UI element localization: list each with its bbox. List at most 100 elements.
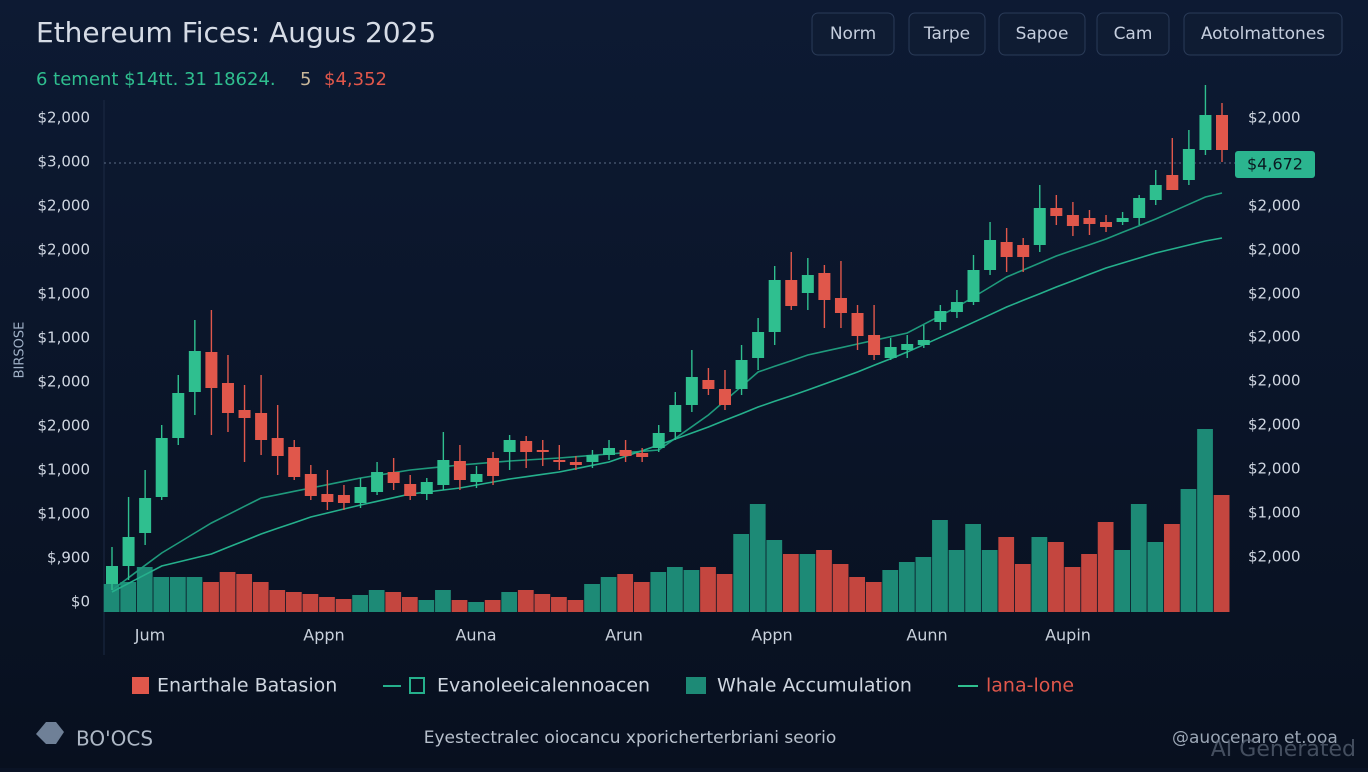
candle-body bbox=[934, 311, 947, 322]
price-tag-box bbox=[1235, 151, 1315, 178]
candle-body bbox=[785, 280, 798, 306]
volume-bar bbox=[120, 582, 137, 612]
volume-bar bbox=[832, 564, 849, 612]
right-axis-label: $1,000 bbox=[1248, 504, 1301, 522]
candle-body bbox=[371, 472, 384, 492]
toolbar-button[interactable]: Tarpe bbox=[908, 12, 986, 56]
candle-body bbox=[901, 344, 914, 350]
volume-bar bbox=[501, 592, 518, 612]
button-label: Tarpe bbox=[923, 24, 970, 44]
left-axis-label: $1,000 bbox=[38, 285, 91, 303]
volume-bar bbox=[335, 599, 352, 612]
left-axis-label: $1,000 bbox=[38, 505, 91, 523]
volume-bar bbox=[733, 534, 750, 612]
volume-bar bbox=[617, 574, 634, 612]
volume-bar bbox=[468, 602, 484, 612]
legend-label: lana-lone bbox=[986, 675, 1074, 697]
candle-body bbox=[1100, 222, 1113, 227]
candle-body bbox=[221, 383, 234, 413]
volume-bar bbox=[667, 567, 683, 612]
candle-body bbox=[834, 298, 847, 313]
candle-body bbox=[271, 438, 284, 456]
candle-body bbox=[304, 474, 317, 496]
volume-bar bbox=[567, 600, 584, 612]
volume-bar bbox=[981, 550, 998, 612]
candle-body bbox=[735, 360, 748, 389]
candle-body bbox=[1182, 149, 1195, 180]
moving-average bbox=[111, 192, 1223, 591]
button-frame bbox=[811, 12, 895, 56]
price-tag: $4,672 bbox=[1247, 155, 1303, 174]
candle-body bbox=[768, 280, 781, 332]
volume-bar bbox=[882, 570, 899, 612]
logo-icon bbox=[36, 722, 64, 744]
volume-bar bbox=[816, 550, 832, 612]
volume-bar bbox=[700, 567, 716, 612]
volume-bar bbox=[600, 577, 617, 612]
volume-bar bbox=[948, 550, 965, 612]
volume-bar bbox=[865, 582, 882, 612]
button-frame bbox=[908, 12, 986, 56]
left-axis-label: $2,000 bbox=[38, 241, 91, 259]
volume-bar bbox=[683, 570, 700, 612]
stat-text: 5 bbox=[300, 69, 311, 90]
candle-body bbox=[984, 240, 997, 270]
candle-body bbox=[619, 450, 632, 456]
volume-bar bbox=[965, 524, 981, 612]
volume-bar bbox=[136, 567, 153, 612]
x-axis-label: Auna bbox=[455, 626, 496, 645]
volume-bar bbox=[849, 577, 866, 612]
candle-body bbox=[437, 460, 450, 485]
toolbar-button[interactable]: Cam bbox=[1096, 12, 1170, 56]
volume-bar bbox=[368, 590, 385, 612]
right-axis-label: $2,000 bbox=[1248, 460, 1301, 478]
candle-body bbox=[1017, 245, 1030, 257]
volume-bar bbox=[153, 577, 170, 612]
volume-bar bbox=[203, 582, 219, 612]
volume-bar bbox=[1048, 542, 1064, 612]
candle-body bbox=[1133, 198, 1146, 218]
volume-bar bbox=[766, 540, 783, 612]
toolbar-button[interactable]: Sapoe bbox=[998, 12, 1086, 56]
candle-body bbox=[1066, 215, 1079, 226]
right-axis-label: $2,000 bbox=[1248, 372, 1301, 390]
candle-body bbox=[122, 537, 135, 566]
candle-body bbox=[818, 273, 831, 300]
volume-bar bbox=[352, 595, 368, 612]
legend-label: Evanoleeicalennoacen bbox=[437, 675, 650, 697]
candle-body bbox=[868, 335, 881, 355]
left-axis-label: $2,000 bbox=[38, 417, 91, 435]
stat-text: $4,352 bbox=[324, 69, 387, 90]
candle-body bbox=[420, 482, 433, 494]
toolbar-button[interactable]: Aotolmattones bbox=[1183, 12, 1343, 56]
candle-body bbox=[569, 462, 582, 465]
moving-average bbox=[111, 237, 1223, 593]
volume-bar bbox=[716, 574, 733, 612]
volume-bar bbox=[285, 592, 302, 612]
volume-bar bbox=[418, 600, 435, 612]
candle-body bbox=[586, 455, 599, 462]
volume-bar bbox=[633, 582, 650, 612]
toolbar-button[interactable]: Norm bbox=[811, 12, 895, 56]
y-axis-title: BIRSOSE bbox=[13, 322, 28, 379]
candle-body bbox=[1050, 208, 1063, 216]
candle-body bbox=[106, 566, 118, 584]
candle-body bbox=[685, 377, 698, 405]
candle-body bbox=[1000, 242, 1013, 257]
volume-bar bbox=[517, 590, 534, 612]
stat-text: 6 tement $14tt. 31 18624. bbox=[36, 69, 276, 90]
volume-bar bbox=[484, 600, 501, 612]
volume-bar bbox=[219, 572, 236, 612]
candle-body bbox=[172, 393, 185, 438]
volume-bar bbox=[749, 504, 766, 612]
volume-bar bbox=[252, 582, 269, 612]
volume-bar bbox=[799, 554, 816, 612]
candle-body bbox=[718, 389, 731, 405]
legend-label: Enarthale Batasion bbox=[157, 675, 337, 697]
volume-bar bbox=[915, 557, 932, 612]
caption: Eyestectralec oiocancu xporicherterbrian… bbox=[424, 728, 836, 748]
candle-body bbox=[503, 440, 516, 452]
left-axis-label: $0 bbox=[71, 593, 90, 611]
button-label: Aotolmattones bbox=[1201, 24, 1325, 44]
candle-body bbox=[470, 474, 483, 482]
